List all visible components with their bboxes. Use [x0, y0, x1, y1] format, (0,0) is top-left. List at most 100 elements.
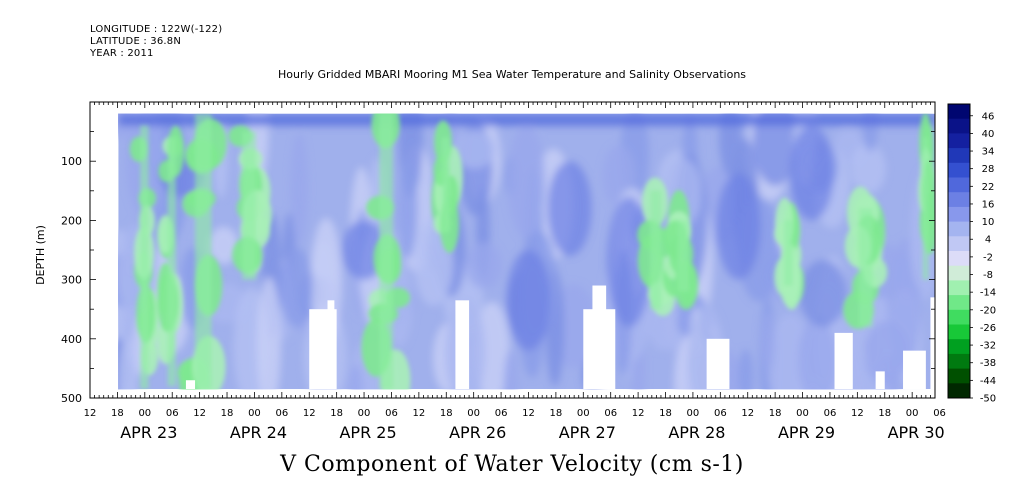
x-date-label: APR 26 — [449, 423, 506, 442]
missing-data-block — [930, 297, 935, 390]
x-date-label: APR 23 — [120, 423, 177, 442]
x-hour-tick-label: 06 — [933, 408, 946, 419]
x-hour-tick-label: 00 — [248, 408, 261, 419]
x-hour-tick-label: 12 — [851, 408, 864, 419]
x-date-label: APR 27 — [559, 423, 616, 442]
colorbar-label: 16 — [982, 199, 995, 210]
colorbar-swatch — [948, 118, 970, 134]
x-hour-tick-label: 18 — [659, 408, 672, 419]
colorbar-label: -38 — [980, 358, 996, 369]
x-hour-tick-label: 00 — [577, 408, 590, 419]
colorbar-swatch — [948, 324, 970, 340]
x-hour-tick-label: 18 — [330, 408, 343, 419]
colorbar-label: 22 — [982, 182, 995, 193]
colorbar-swatch — [948, 309, 970, 325]
x-date-label: APR 29 — [778, 423, 835, 442]
colorbar-swatch — [948, 133, 970, 149]
x-hour-tick-label: 18 — [221, 408, 234, 419]
colorbar-swatch — [948, 251, 970, 267]
x-hour-tick-label: 00 — [906, 408, 919, 419]
colorbar-frame — [947, 103, 971, 399]
colorbar-swatch — [948, 162, 970, 178]
x-hour-tick-label: 12 — [303, 408, 316, 419]
missing-data-block — [706, 338, 730, 390]
x-hour-tick-label: 06 — [604, 408, 617, 419]
x-hour-tick-label: 18 — [550, 408, 563, 419]
colorbar-swatch — [948, 221, 970, 237]
missing-data-block — [455, 300, 470, 390]
colorbar-swatch — [948, 192, 970, 208]
colorbar-label: 4 — [985, 235, 991, 246]
x-hour-tick-label: 06 — [495, 408, 508, 419]
colorbar-label: -8 — [983, 270, 993, 281]
colorbar-swatch — [948, 383, 970, 399]
colorbar-label: -2 — [983, 252, 993, 263]
x-hour-tick-label: 18 — [440, 408, 453, 419]
y-tick-label: 200 — [61, 214, 82, 227]
y-tick-label: 500 — [61, 392, 82, 405]
colorbar-swatch — [948, 280, 970, 296]
y-tick-label: 300 — [61, 274, 82, 287]
x-hour-tick-label: 12 — [84, 408, 97, 419]
x-hour-tick-label: 12 — [741, 408, 754, 419]
colorbar-swatch — [948, 339, 970, 355]
y-tick-label: 400 — [61, 333, 82, 346]
colorbar-label: 40 — [982, 129, 995, 140]
x-date-label: APR 28 — [668, 423, 725, 442]
colorbar-label: -32 — [980, 341, 996, 352]
colorbar-swatch — [948, 265, 970, 281]
x-date-label: APR 25 — [339, 423, 396, 442]
x-hour-tick-label: 00 — [687, 408, 700, 419]
missing-data-block — [834, 332, 853, 390]
colorbar-swatch — [948, 353, 970, 370]
missing-data-block — [903, 350, 926, 390]
missing-data-block — [185, 380, 196, 390]
colorbar-swatch — [948, 177, 970, 193]
missing-data-block — [875, 371, 885, 390]
x-hour-tick-label: 00 — [358, 408, 371, 419]
x-hour-tick-label: 12 — [193, 408, 206, 419]
longitude-label: LONGITUDE : 122W(-122) — [90, 24, 223, 35]
missing-data-block — [592, 285, 607, 390]
colorbar-label: 10 — [982, 217, 995, 228]
x-hour-tick-label: 06 — [714, 408, 727, 419]
x-hour-tick-label: 12 — [412, 408, 425, 419]
colorbar-swatch — [948, 148, 970, 164]
colorbar-swatch — [948, 104, 970, 120]
x-hour-tick-label: 06 — [166, 408, 179, 419]
colorbar-label: 34 — [982, 147, 995, 158]
colorbar-label: -20 — [980, 305, 996, 316]
x-hour-tick-label: 00 — [138, 408, 151, 419]
colorbar-swatch — [948, 236, 970, 252]
colorbar-label: -14 — [980, 288, 996, 299]
colorbar-swatch — [948, 368, 970, 384]
colorbar-label: 28 — [982, 164, 995, 175]
x-hour-tick-label: 06 — [824, 408, 837, 419]
colorbar-label: -26 — [980, 323, 996, 334]
x-hour-tick-label: 18 — [111, 408, 124, 419]
x-date-label: APR 30 — [888, 423, 945, 442]
velocity-field — [118, 113, 936, 390]
missing-data-block — [327, 300, 335, 390]
x-hour-tick-label: 18 — [878, 408, 891, 419]
x-hour-tick-label: 12 — [522, 408, 535, 419]
colorbar-label: -50 — [980, 394, 996, 405]
y-tick-label: 100 — [61, 155, 82, 168]
variable-title: V Component of Water Velocity (cm s-1) — [280, 452, 744, 477]
y-axis-label: DEPTH (m) — [34, 225, 47, 285]
year-label: YEAR : 2011 — [90, 48, 154, 59]
x-hour-tick-label: 12 — [632, 408, 645, 419]
colorbar-label: 46 — [982, 111, 995, 122]
x-hour-tick-label: 06 — [385, 408, 398, 419]
colorbar-label: -44 — [980, 376, 996, 387]
colorbar-swatch — [948, 295, 970, 311]
chart-title: Hourly Gridded MBARI Mooring M1 Sea Wate… — [277, 68, 747, 81]
x-hour-tick-label: 00 — [467, 408, 480, 419]
latitude-label: LATITUDE : 36.8N — [90, 36, 182, 47]
x-hour-tick-label: 06 — [275, 408, 288, 419]
colorbar-swatch — [948, 206, 970, 223]
x-hour-tick-label: 18 — [769, 408, 782, 419]
x-hour-tick-label: 00 — [796, 408, 809, 419]
x-date-label: APR 24 — [230, 423, 287, 442]
